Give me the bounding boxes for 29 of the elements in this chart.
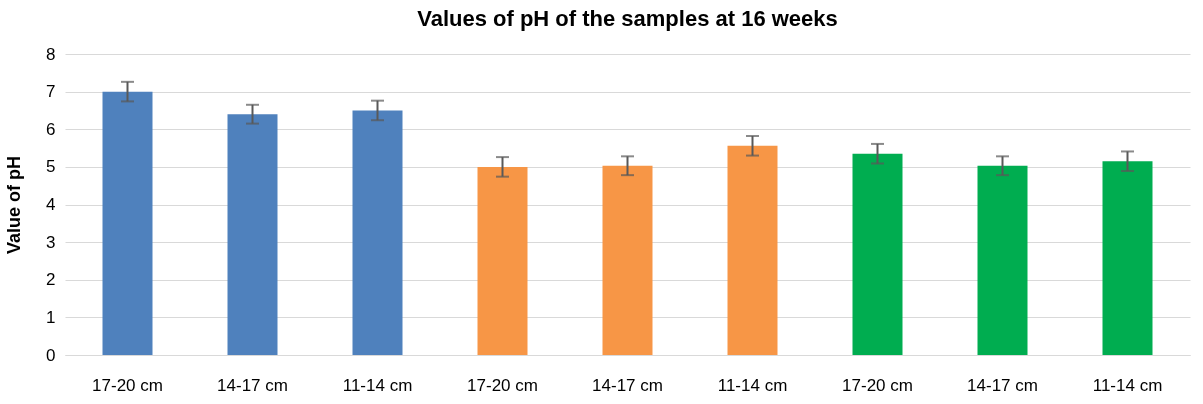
- y-tick-label: 5: [46, 157, 56, 177]
- x-tick-label: 11-14 cm: [342, 375, 413, 395]
- bar: [852, 153, 903, 355]
- bar: [977, 165, 1028, 355]
- x-tick-label: 17-20 cm: [92, 375, 163, 395]
- x-tick-label: 11-14 cm: [717, 375, 788, 395]
- y-tick-label: 3: [46, 232, 56, 252]
- x-tick-label: 14-17 cm: [592, 375, 663, 395]
- bar: [602, 165, 653, 355]
- x-tick-label: 17-20 cm: [842, 375, 913, 395]
- bar: [727, 145, 778, 355]
- y-tick-label: 7: [46, 82, 56, 102]
- y-tick-label: 8: [46, 44, 56, 64]
- x-tick-label: 11-14 cm: [1092, 375, 1163, 395]
- bar: [352, 110, 403, 355]
- bar: [477, 166, 528, 355]
- y-axis-title: Value of pH: [4, 155, 25, 255]
- x-tick-label: 17-20 cm: [467, 375, 538, 395]
- y-tick-label: 6: [46, 119, 56, 139]
- bar: [227, 114, 278, 355]
- x-tick-label: 14-17 cm: [217, 375, 288, 395]
- y-tick-label: 4: [46, 195, 56, 214]
- y-tick-label: 1: [46, 307, 56, 327]
- y-tick-label: 0: [46, 345, 56, 365]
- bar: [1102, 161, 1153, 355]
- bar: [102, 91, 153, 355]
- chart-title: Values of pH of the samples at 16 weeks: [417, 6, 838, 31]
- y-tick-label: 2: [46, 270, 56, 290]
- x-tick-label: 14-17 cm: [967, 375, 1038, 395]
